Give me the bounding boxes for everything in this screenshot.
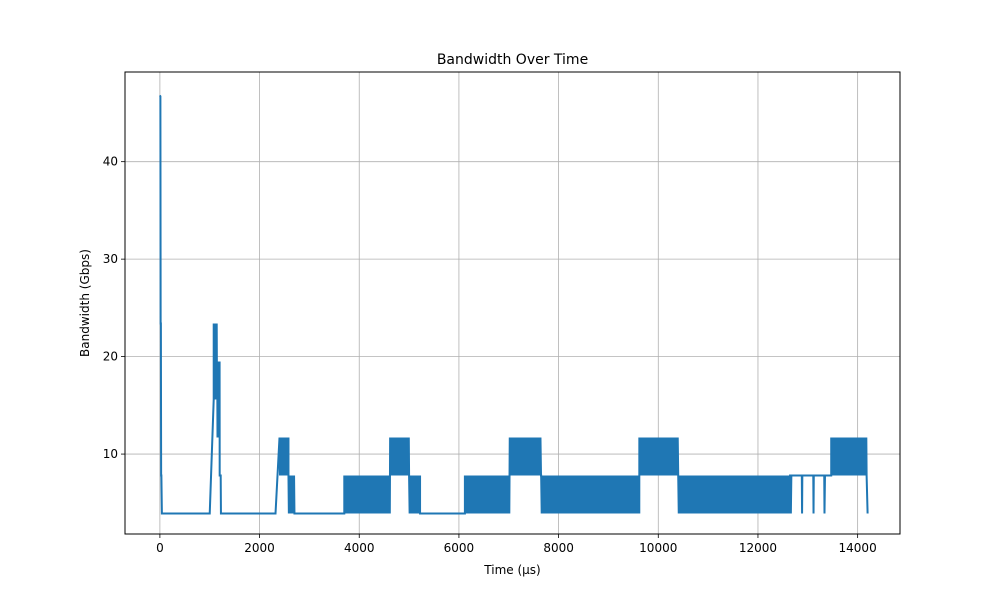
x-tick-label: 14000 bbox=[839, 541, 877, 555]
x-axis-label: Time (µs) bbox=[483, 563, 540, 577]
y-tick-label: 10 bbox=[103, 447, 118, 461]
y-tick-label: 30 bbox=[103, 252, 118, 266]
x-tick-label: 4000 bbox=[344, 541, 375, 555]
bandwidth-series-line bbox=[158, 94, 869, 515]
y-axis-label: Bandwidth (Gbps) bbox=[78, 249, 92, 357]
x-tick-label: 0 bbox=[156, 541, 164, 555]
x-tick-label: 2000 bbox=[244, 541, 275, 555]
y-tick-label: 40 bbox=[103, 155, 118, 169]
x-tick-label: 12000 bbox=[739, 541, 777, 555]
axes-frame bbox=[124, 71, 901, 535]
x-tick-label: 6000 bbox=[444, 541, 475, 555]
chart-title: Bandwidth Over Time bbox=[437, 52, 588, 68]
y-tick-label: 20 bbox=[103, 350, 118, 364]
grid-lines bbox=[125, 72, 900, 534]
series-layer bbox=[158, 94, 869, 515]
x-tick-label: 10000 bbox=[639, 541, 677, 555]
tick-marks: 0 2000 4000 6000 8000 10000 12000 14000 10 20 30 40 bbox=[103, 155, 877, 555]
x-tick-label: 8000 bbox=[543, 541, 574, 555]
